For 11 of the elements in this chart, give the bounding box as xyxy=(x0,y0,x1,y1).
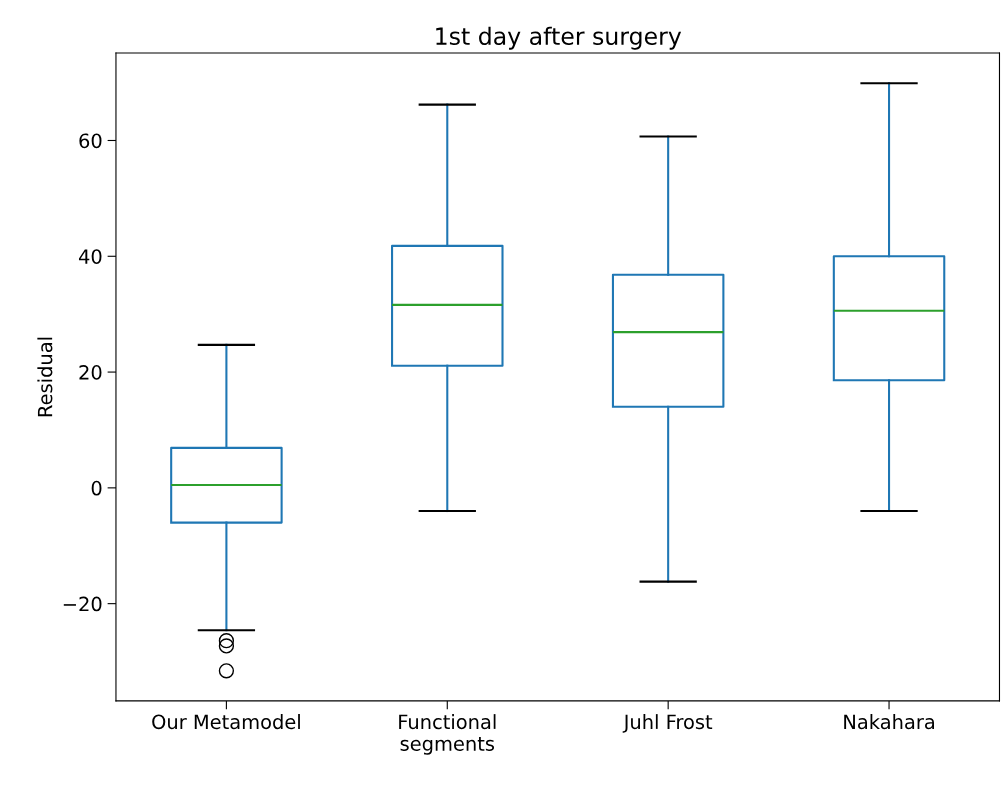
y-axis-title: Residual xyxy=(37,337,53,417)
x-tick-label: Nakahara xyxy=(844,714,934,730)
y-tick-label: 0 xyxy=(91,480,102,496)
x-tick-label: Juhl Frost xyxy=(622,714,713,733)
y-tick-label: −20 xyxy=(63,596,102,612)
y-tick-label: 40 xyxy=(78,249,102,264)
y-tick-label: 20 xyxy=(79,365,102,380)
y-tick-label: 60 xyxy=(79,133,102,149)
x-tick-label: Our Metamodel xyxy=(152,714,300,730)
chart-title: 1st day after surgery xyxy=(436,26,682,50)
x-tick-label: Functional segments xyxy=(399,714,496,755)
